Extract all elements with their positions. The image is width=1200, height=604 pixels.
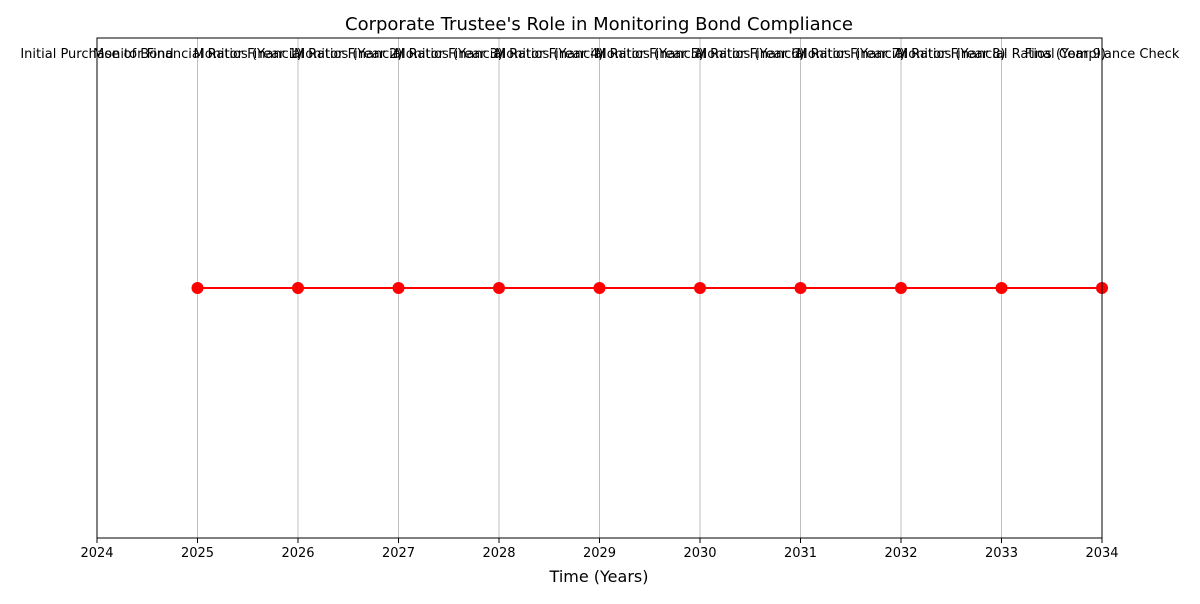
event-label: Monitor Financial Ratios (Year 3) xyxy=(294,47,503,62)
data-point-2029 xyxy=(593,282,606,294)
x-tick-label: 2029 xyxy=(583,546,616,561)
x-tick-label: 2025 xyxy=(181,546,214,561)
event-label: Monitor Financial Ratios (Year 9) xyxy=(897,47,1106,62)
event-label: Monitor Financial Ratios (Year 6) xyxy=(596,47,805,62)
event-label: Monitor Financial Ratios (Year 5) xyxy=(495,47,704,62)
x-tick-label: 2033 xyxy=(985,546,1018,561)
data-point-2026 xyxy=(292,282,304,294)
x-tick-label: 2028 xyxy=(482,546,515,561)
x-tick-label: 2030 xyxy=(683,546,716,561)
data-point-2031 xyxy=(794,282,807,294)
x-tick-label: 2034 xyxy=(1085,546,1118,561)
data-point-2033 xyxy=(995,282,1008,294)
series-markers xyxy=(191,282,1108,294)
x-tick-label: 2027 xyxy=(382,546,415,561)
event-label: Monitor Financial Ratios (Year 2) xyxy=(194,47,403,62)
event-label: Monitor Financial Ratios (Year 8) xyxy=(797,47,1006,62)
x-tick-label: 2026 xyxy=(281,546,314,561)
event-label: Monitor Financial Ratios (Year 7) xyxy=(696,47,905,62)
data-point-2028 xyxy=(493,282,505,294)
x-axis-ticks: 2024 2025 2026 2027 2028 2029 2030 2031 2032 2033… xyxy=(80,538,1119,561)
x-tick-label: 2031 xyxy=(784,546,817,561)
x-axis-label: Time (Years) xyxy=(549,567,649,586)
data-point-2025 xyxy=(191,282,204,294)
data-point-2032 xyxy=(895,282,907,294)
chart-title: Corporate Trustee's Role in Monitoring B… xyxy=(345,14,853,35)
data-point-2027 xyxy=(392,282,405,294)
event-label: Monitor Financial Ratios (Year 4) xyxy=(395,47,604,62)
data-point-2030 xyxy=(694,282,706,294)
event-label: Monitor Financial Ratios (Year 1) xyxy=(93,47,302,62)
x-tick-label: 2024 xyxy=(80,546,113,561)
x-tick-label: 2032 xyxy=(884,546,917,561)
